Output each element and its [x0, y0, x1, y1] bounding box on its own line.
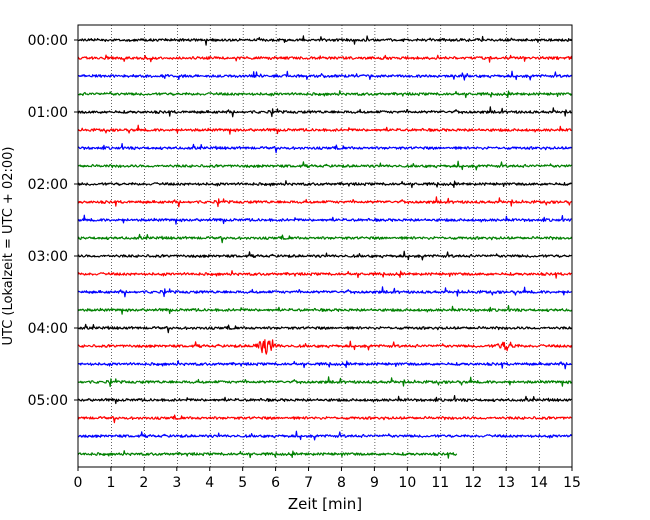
trace-line — [77, 124, 572, 135]
x-tick-label: 13 — [497, 475, 515, 491]
trace-line — [77, 286, 572, 298]
trace-line — [77, 270, 572, 279]
trace-line — [77, 233, 573, 244]
x-tick-label: 6 — [271, 475, 280, 491]
trace-line — [77, 323, 573, 334]
trace-line — [77, 360, 572, 370]
trace-line — [77, 214, 572, 225]
x-tick-label: 14 — [530, 475, 548, 491]
trace-line — [77, 180, 572, 189]
y-tick-label: 01:00 — [28, 105, 68, 121]
x-tick-label: 2 — [139, 475, 148, 491]
trace-line — [77, 106, 572, 118]
trace-line — [77, 414, 572, 424]
trace-line — [77, 339, 573, 355]
trace-line — [77, 376, 573, 388]
trace-line — [77, 54, 573, 63]
trace-line — [77, 70, 573, 81]
x-tick-label: 3 — [172, 475, 181, 491]
x-tick-label: 11 — [431, 475, 449, 491]
x-tick-label: 7 — [304, 475, 313, 491]
x-axis-ticks: 0 1 2 3 4 5 6 7 8 9 10 11 12 13 14 15 — [74, 467, 581, 491]
trace-rows — [77, 35, 573, 459]
y-tick-label: 00:00 — [28, 33, 68, 49]
x-tick-label: 5 — [238, 475, 247, 491]
trace-line — [77, 143, 572, 154]
y-axis-title: UTC (Lokalzeit = UTC + 02:00) — [1, 147, 16, 346]
trace-line — [77, 305, 573, 315]
y-tick-label: 02:00 — [28, 177, 68, 193]
y-tick-label: 03:00 — [28, 249, 68, 265]
trace-line — [77, 196, 572, 208]
x-tick-label: 9 — [370, 475, 379, 491]
x-axis-title: Zeit [min] — [288, 495, 362, 513]
trace-line — [77, 90, 573, 99]
trace-line — [77, 430, 573, 441]
y-tick-label: 05:00 — [28, 393, 68, 409]
x-tick-label: 10 — [398, 475, 416, 491]
trace-line — [77, 160, 572, 171]
plot-frame — [77, 24, 573, 468]
trace-line — [77, 250, 572, 261]
y-tick-label: 04:00 — [28, 321, 68, 337]
y-axis-ticks: 00:00 01:00 02:00 03:00 04:00 05:00 — [28, 33, 78, 409]
x-tick-label: 15 — [563, 475, 581, 491]
x-tick-label: 1 — [106, 475, 115, 491]
trace-line — [77, 450, 458, 459]
trace-line — [77, 35, 573, 46]
x-tick-label: 4 — [205, 475, 214, 491]
x-tick-label: 0 — [74, 475, 83, 491]
x-tick-label: 12 — [464, 475, 482, 491]
grid-lines — [111, 25, 540, 467]
trace-line — [77, 395, 572, 405]
x-tick-label: 8 — [337, 475, 346, 491]
